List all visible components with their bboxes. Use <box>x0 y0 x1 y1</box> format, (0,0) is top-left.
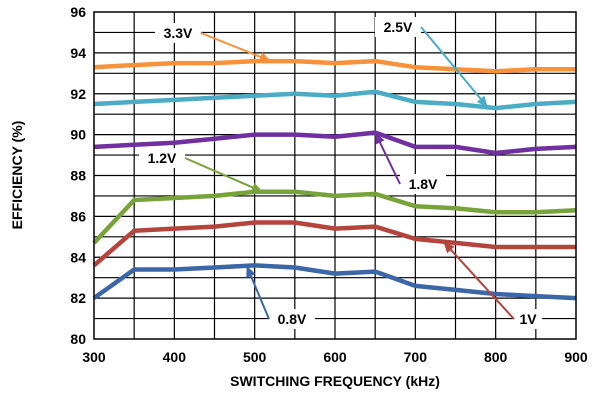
annotation-arrowhead <box>375 132 385 145</box>
y-tick-label: 82 <box>70 290 86 306</box>
annotation-arrow <box>200 32 272 62</box>
x-tick-label: 700 <box>404 349 428 365</box>
series-line-1_8V <box>93 130 577 156</box>
annotation-label: 1.8V <box>409 176 438 192</box>
x-tick-label: 500 <box>243 349 267 365</box>
y-tick-label: 96 <box>70 4 86 20</box>
annotation-box <box>400 174 446 194</box>
annotation-arrow <box>442 241 515 320</box>
x-axis-title: SWITCHING FREQUENCY (kHz) <box>230 373 440 389</box>
series-line-3_3V <box>93 58 576 74</box>
x-tick-label: 400 <box>163 349 187 365</box>
series-line-2_5V <box>93 89 577 111</box>
annotation-arrow <box>184 157 264 193</box>
y-tick-label: 90 <box>70 127 86 143</box>
annotation-layer: 3.3V 2.5V 1.8V 1.2V 1V 0.8V <box>139 17 542 329</box>
annotation-box <box>375 17 421 37</box>
annotation-arrowhead <box>443 241 455 254</box>
y-tick-label: 80 <box>70 331 86 347</box>
annotation-box <box>155 23 201 43</box>
annotation-arrowhead <box>258 52 271 62</box>
y-tick-label: 84 <box>70 249 86 265</box>
annotation-arrow <box>420 26 489 108</box>
annotation-box <box>269 309 315 329</box>
annotation-label: 2.5V <box>384 19 413 35</box>
annotation-arrowhead <box>476 95 488 108</box>
series-line-1_2V <box>92 189 577 245</box>
annotation-arrowhead <box>246 265 256 278</box>
plot-frame <box>93 11 577 340</box>
annotation-label: 0.8V <box>278 311 307 327</box>
annotation-label: 1.2V <box>148 150 177 166</box>
series-line-0_8V <box>92 263 577 301</box>
series-layer <box>92 58 577 301</box>
x-tick-label: 800 <box>484 349 508 365</box>
x-tick-label: 900 <box>564 349 588 365</box>
x-tick-label: 600 <box>323 349 347 365</box>
annotation-label: 3.3V <box>164 25 193 41</box>
annotation-arrowhead <box>250 182 263 193</box>
series-line-1V <box>92 220 576 268</box>
annotation-box <box>514 309 542 329</box>
y-tick-label: 92 <box>70 86 86 102</box>
y-tick-label: 88 <box>70 168 86 184</box>
y-tick-label: 86 <box>70 208 86 224</box>
x-tick-label: 300 <box>82 349 106 365</box>
annotation-box <box>139 148 185 168</box>
y-tick-label: 94 <box>70 45 86 61</box>
y-axis-title: EFFICIENCY (%) <box>9 121 25 230</box>
annotation-label: 1V <box>519 311 537 327</box>
tick-layer: 80 82 84 86 88 90 92 94 96 300 400 500 600 700 800 900 <box>70 4 587 365</box>
